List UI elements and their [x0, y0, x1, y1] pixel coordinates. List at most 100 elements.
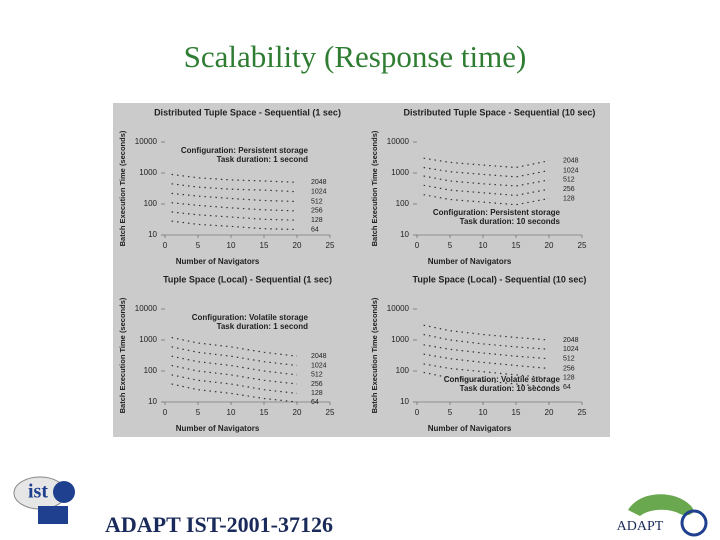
series-line [171, 355, 298, 376]
y-tick-label: 100 [144, 199, 158, 208]
x-tick-label: 20 [293, 241, 302, 250]
logo-text: ADAPT [617, 519, 664, 534]
y-tick-label: 100 [144, 366, 158, 375]
logo-text: ist [28, 481, 48, 503]
x-tick-label: 0 [163, 241, 168, 250]
y-tick-label: 1000 [391, 335, 409, 344]
series-line [423, 194, 550, 206]
x-tick-label: 10 [479, 241, 488, 250]
x-tick-label: 25 [578, 408, 587, 417]
series-line [171, 192, 298, 203]
y-axis-label: Batch Execution Time (seconds) [370, 297, 379, 413]
y-axis-label: Batch Execution Time (seconds) [370, 130, 379, 246]
adapt-logo: ADAPT [617, 494, 708, 537]
x-tick-label: 15 [260, 408, 269, 417]
x-tick-label: 10 [227, 408, 236, 417]
annotation: Task duration: 10 seconds [460, 384, 561, 393]
chart-title: Tuple Space (Local) - Sequential (1 sec) [163, 274, 332, 284]
x-tick-label: 0 [415, 241, 420, 250]
series-line [423, 175, 550, 187]
x-tick-label: 15 [512, 241, 521, 250]
footer: ADAPT IST-2001-37126 [105, 512, 333, 537]
x-tick-label: 5 [196, 241, 201, 250]
annotation: Configuration: Persistent storage [181, 146, 309, 155]
x-tick-label: 15 [260, 241, 269, 250]
y-axis-label: Batch Execution Time (seconds) [118, 297, 127, 413]
series-label: 256 [311, 381, 323, 388]
chart: Distributed Tuple Space - Sequential (10… [370, 107, 595, 266]
chart-title: Tuple Space (Local) - Sequential (10 sec… [413, 274, 587, 284]
series-label: 1024 [311, 189, 327, 196]
y-tick-label: 1000 [391, 168, 409, 177]
logo-box [38, 506, 68, 524]
x-tick-label: 5 [448, 241, 453, 250]
series-line [171, 383, 298, 403]
y-tick-label: 100 [396, 366, 410, 375]
y-tick-label: 10000 [387, 304, 410, 313]
series-label: 128 [563, 195, 575, 202]
x-tick-label: 25 [326, 241, 335, 250]
series-label: 2048 [563, 158, 579, 165]
x-axis-label: Number of Navigators [428, 424, 512, 433]
series-label: 512 [311, 372, 323, 379]
series-line [423, 353, 550, 370]
chart-title: Distributed Tuple Space - Sequential (1 … [154, 107, 341, 117]
x-tick-label: 0 [415, 408, 420, 417]
slide-title: Scalability (Response time) [184, 39, 527, 74]
series-label: 64 [311, 399, 319, 406]
annotation: Task duration: 1 second [217, 155, 309, 164]
y-tick-label: 10000 [135, 137, 158, 146]
series-line [171, 346, 298, 367]
series-label: 256 [311, 208, 323, 215]
x-tick-label: 5 [196, 408, 201, 417]
y-tick-label: 1000 [139, 168, 157, 177]
series-line [423, 363, 550, 379]
series-label: 512 [311, 198, 323, 205]
series-label: 1024 [311, 362, 327, 369]
annotation: Configuration: Persistent storage [433, 208, 561, 217]
series-label: 256 [563, 365, 575, 372]
x-tick-label: 25 [326, 408, 335, 417]
series-line [423, 324, 550, 341]
chart: Tuple Space (Local) - Sequential (1 sec)… [118, 274, 335, 433]
x-axis-label: Number of Navigators [176, 257, 260, 266]
series-label: 512 [563, 177, 575, 184]
series-line [423, 371, 550, 388]
logo-at [680, 509, 708, 537]
annotation: Configuration: Volatile storage [192, 313, 309, 322]
series-label: 2048 [563, 337, 579, 344]
series-line [171, 364, 298, 385]
series-label: 512 [563, 356, 575, 363]
y-tick-label: 10000 [387, 137, 410, 146]
series-line [423, 344, 550, 360]
annotation: Task duration: 1 second [217, 322, 309, 331]
series-line [171, 220, 298, 231]
annotation: Configuration: Volatile storage [444, 375, 561, 384]
series-line [171, 173, 298, 183]
series-label: 2048 [311, 179, 327, 186]
x-axis-label: Number of Navigators [428, 257, 512, 266]
series-line [423, 157, 550, 169]
x-tick-label: 20 [545, 408, 554, 417]
series-line [171, 336, 298, 357]
series-label: 64 [311, 226, 319, 233]
x-tick-label: 20 [293, 408, 302, 417]
y-tick-label: 1000 [139, 335, 157, 344]
logo-chameleon [628, 494, 694, 516]
y-tick-label: 100 [396, 199, 410, 208]
y-axis-label: Batch Execution Time (seconds) [118, 130, 127, 246]
series-label: 256 [563, 186, 575, 193]
y-tick-label: 10 [148, 397, 157, 406]
y-tick-label: 10 [400, 397, 409, 406]
series-line [171, 374, 298, 394]
y-tick-label: 10 [148, 230, 157, 239]
logo-globe [53, 481, 75, 503]
series-line [423, 166, 550, 178]
chart: Tuple Space (Local) - Sequential (10 sec… [370, 274, 587, 433]
series-label: 2048 [311, 353, 327, 360]
series-label: 64 [563, 384, 571, 391]
series-line [171, 183, 298, 193]
x-tick-label: 5 [448, 408, 453, 417]
series-label: 128 [311, 390, 323, 397]
